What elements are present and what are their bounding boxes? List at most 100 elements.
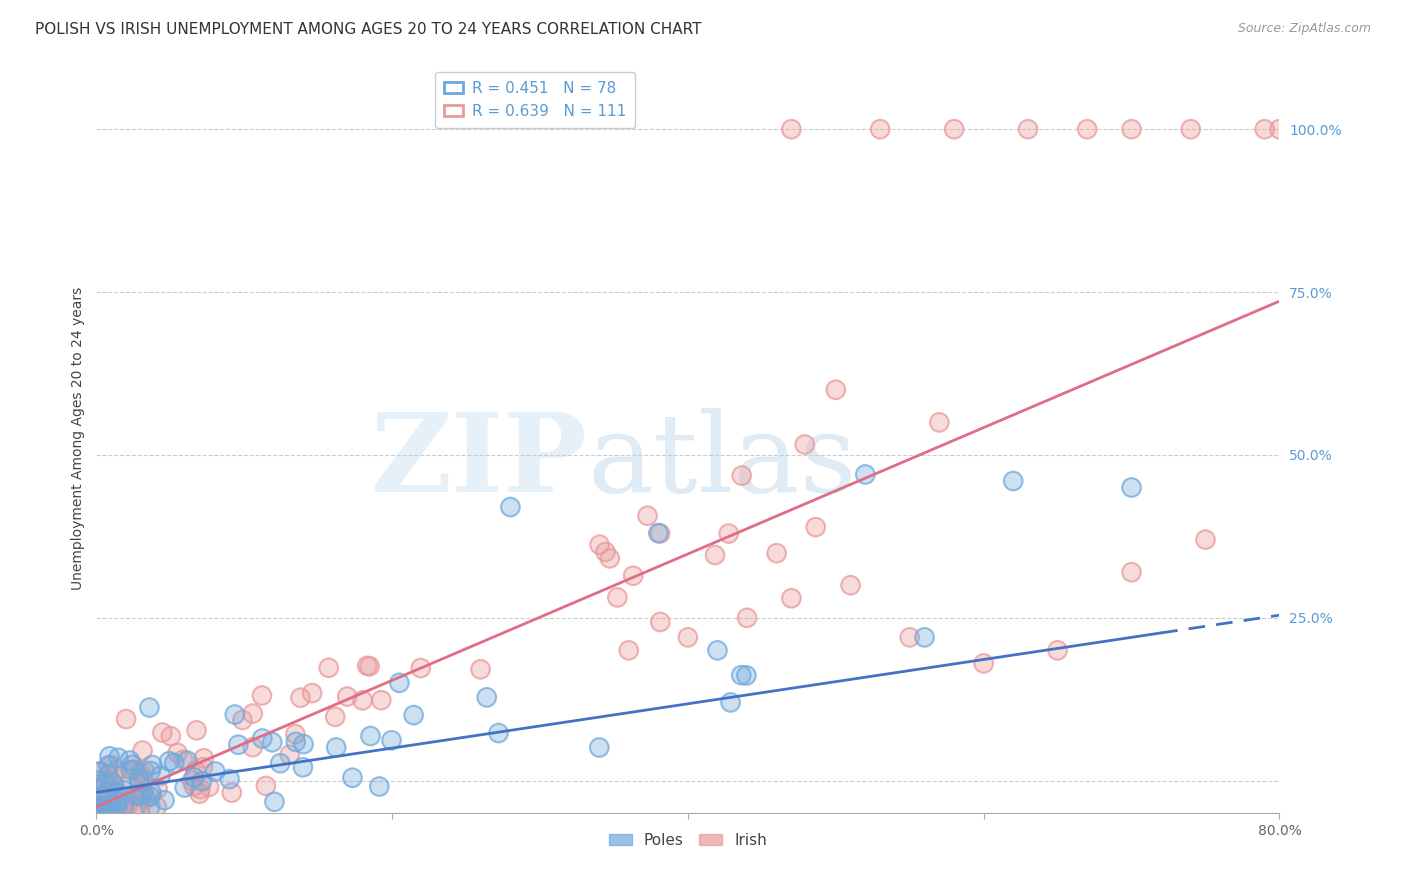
Point: [704, 548, 727, 562]
Point: [290, 690, 312, 705]
Point: [706, 643, 728, 657]
Point: [87, 773, 110, 788]
Point: [914, 631, 936, 645]
Point: [291, 760, 314, 774]
Point: [87, 784, 110, 798]
Point: [128, 775, 150, 789]
Point: [221, 786, 243, 800]
Point: [318, 661, 340, 675]
Point: [98, 782, 121, 797]
Point: [1180, 122, 1202, 136]
Point: [100, 799, 122, 814]
Point: [735, 668, 758, 682]
Point: [125, 799, 148, 814]
Point: [115, 712, 138, 726]
Point: [278, 747, 301, 762]
Point: [153, 793, 176, 807]
Point: [254, 779, 277, 793]
Point: [252, 731, 274, 746]
Point: [588, 740, 610, 755]
Point: [409, 661, 432, 675]
Point: [105, 795, 128, 809]
Point: [1121, 481, 1143, 495]
Point: [94, 777, 117, 791]
Point: [242, 740, 264, 755]
Point: [224, 707, 246, 722]
Point: [97, 799, 120, 814]
Point: [606, 591, 628, 605]
Point: [90, 764, 112, 779]
Point: [146, 799, 169, 814]
Point: [409, 661, 432, 675]
Point: [129, 799, 152, 814]
Point: [793, 437, 815, 451]
Point: [118, 754, 141, 768]
Point: [96, 799, 118, 814]
Point: [105, 799, 128, 814]
Point: [134, 763, 156, 777]
Point: [176, 754, 198, 768]
Point: [704, 548, 727, 562]
Point: [730, 668, 752, 682]
Point: [184, 764, 207, 778]
Point: [780, 122, 803, 136]
Point: [98, 749, 121, 764]
Point: [90, 776, 112, 790]
Point: [676, 631, 699, 645]
Point: [470, 662, 492, 676]
Point: [153, 793, 176, 807]
Point: [184, 764, 207, 778]
Point: [676, 631, 699, 645]
Point: [103, 768, 125, 782]
Point: [87, 764, 110, 779]
Point: [96, 785, 118, 799]
Point: [262, 735, 284, 749]
Text: POLISH VS IRISH UNEMPLOYMENT AMONG AGES 20 TO 24 YEARS CORRELATION CHART: POLISH VS IRISH UNEMPLOYMENT AMONG AGES …: [35, 22, 702, 37]
Point: [120, 764, 142, 778]
Point: [134, 763, 156, 777]
Point: [720, 695, 742, 709]
Point: [125, 799, 148, 814]
Point: [793, 437, 815, 451]
Point: [943, 122, 966, 136]
Point: [370, 693, 392, 707]
Point: [1253, 122, 1275, 136]
Point: [103, 768, 125, 782]
Point: [284, 727, 307, 741]
Point: [250, 689, 273, 703]
Point: [588, 538, 610, 552]
Point: [139, 799, 162, 814]
Point: [139, 764, 162, 778]
Point: [188, 787, 211, 801]
Point: [824, 383, 846, 397]
Text: ZIP: ZIP: [371, 408, 588, 515]
Point: [804, 520, 827, 534]
Point: [595, 545, 617, 559]
Point: [91, 799, 114, 814]
Point: [163, 756, 186, 770]
Point: [97, 768, 120, 782]
Point: [973, 657, 995, 671]
Point: [218, 772, 240, 786]
Point: [129, 766, 152, 780]
Point: [647, 526, 669, 541]
Point: [87, 764, 110, 779]
Point: [94, 777, 117, 791]
Point: [336, 690, 359, 704]
Point: [301, 686, 323, 700]
Point: [132, 774, 155, 789]
Point: [914, 631, 936, 645]
Point: [91, 799, 114, 814]
Point: [617, 643, 640, 657]
Point: [928, 415, 950, 429]
Point: [606, 591, 628, 605]
Point: [1268, 122, 1291, 136]
Point: [89, 799, 111, 814]
Point: [101, 774, 124, 789]
Point: [120, 764, 142, 778]
Point: [91, 799, 114, 814]
Point: [124, 763, 146, 777]
Point: [1121, 565, 1143, 579]
Point: [637, 508, 659, 523]
Point: [87, 797, 110, 812]
